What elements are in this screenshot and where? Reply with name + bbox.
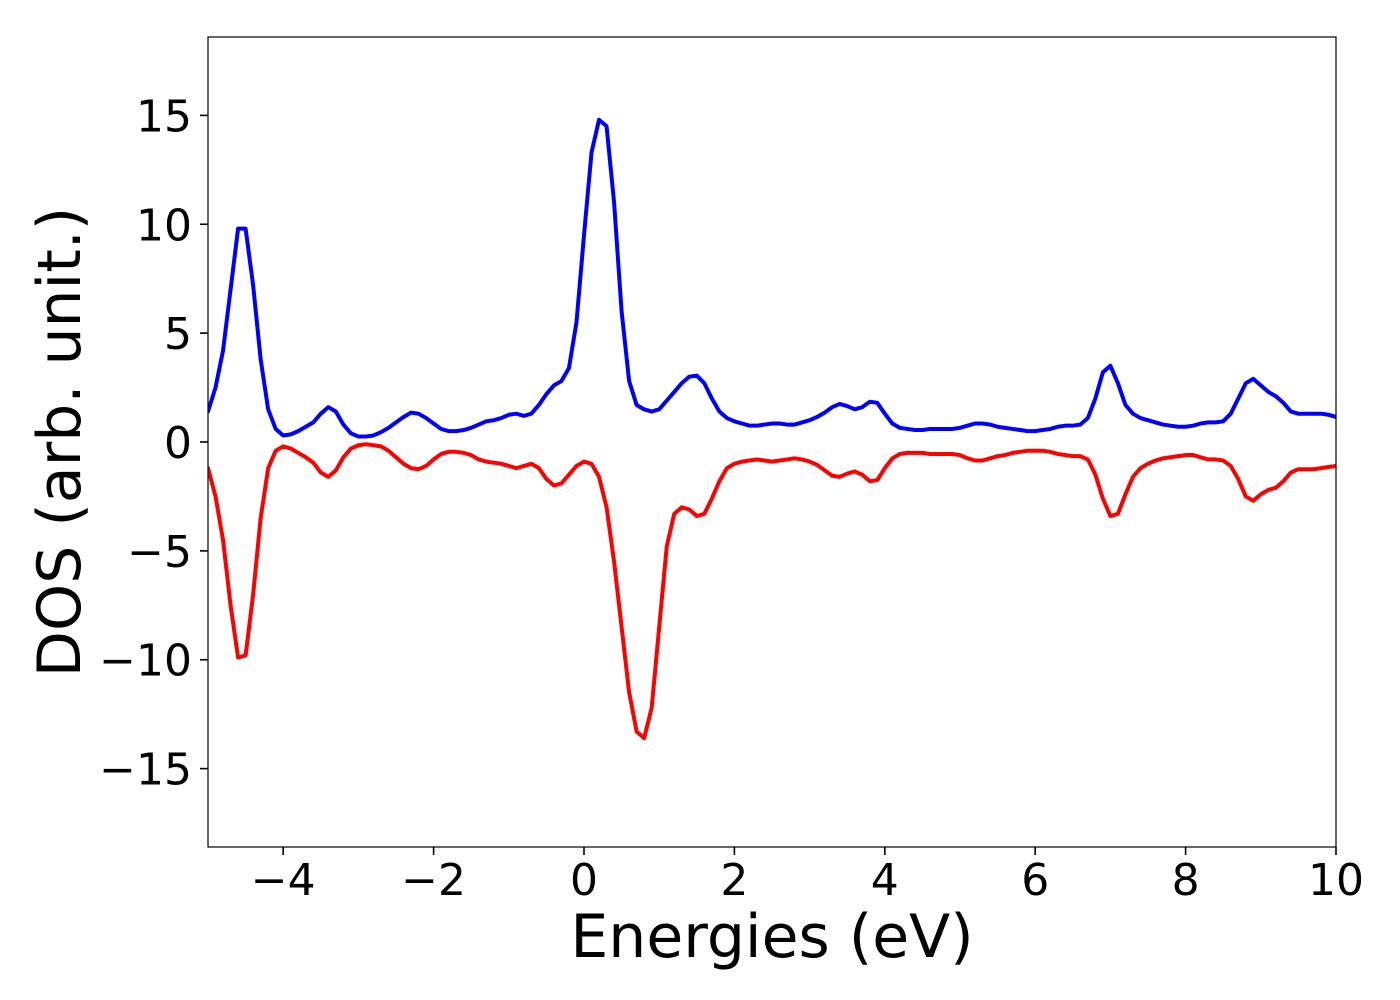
y-tick-label: 0 xyxy=(164,418,192,469)
y-axis-label: DOS (arb. unit.) xyxy=(25,207,95,677)
x-tick-label: −2 xyxy=(401,855,466,906)
x-tick-label: 2 xyxy=(720,855,748,906)
line-series xyxy=(208,442,1336,741)
x-tick-label: 10 xyxy=(1308,855,1364,906)
y-tick-label: −10 xyxy=(99,636,192,687)
line-series xyxy=(208,117,1336,439)
x-tick-label: 6 xyxy=(1021,855,1049,906)
y-tick-label: −15 xyxy=(99,745,192,796)
x-tick-label: 0 xyxy=(570,855,598,906)
x-axis-label: Energies (eV) xyxy=(570,902,973,972)
y-tick-label: 15 xyxy=(136,91,192,142)
y-tick-label: 5 xyxy=(164,309,192,360)
x-tick-label: 8 xyxy=(1172,855,1200,906)
y-tick-label: −5 xyxy=(127,527,192,578)
y-tick-label: 10 xyxy=(136,200,192,251)
x-tick-label: −4 xyxy=(251,855,316,906)
x-tick-label: 4 xyxy=(871,855,899,906)
